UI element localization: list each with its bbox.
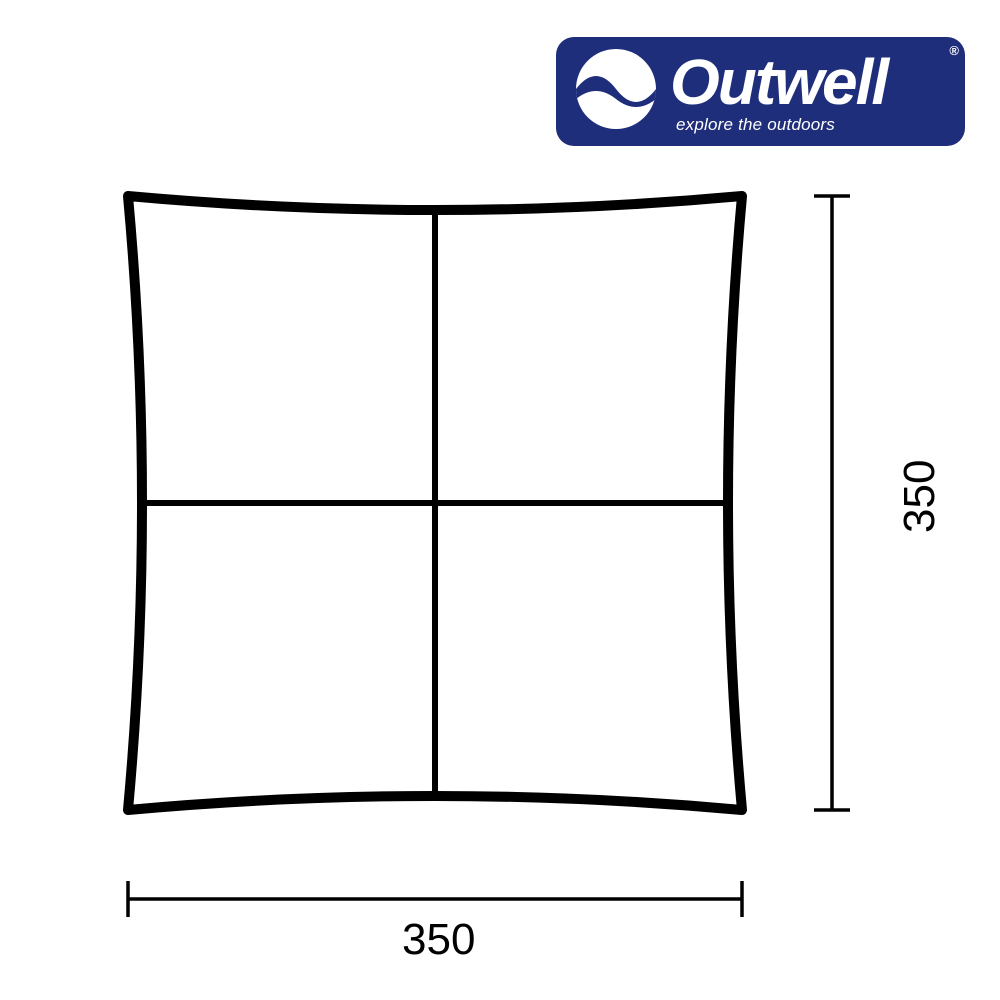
width-dimension-value: 350 <box>402 915 475 965</box>
product-diagram <box>0 0 1000 1000</box>
height-dimension-value: 350 <box>895 460 945 533</box>
